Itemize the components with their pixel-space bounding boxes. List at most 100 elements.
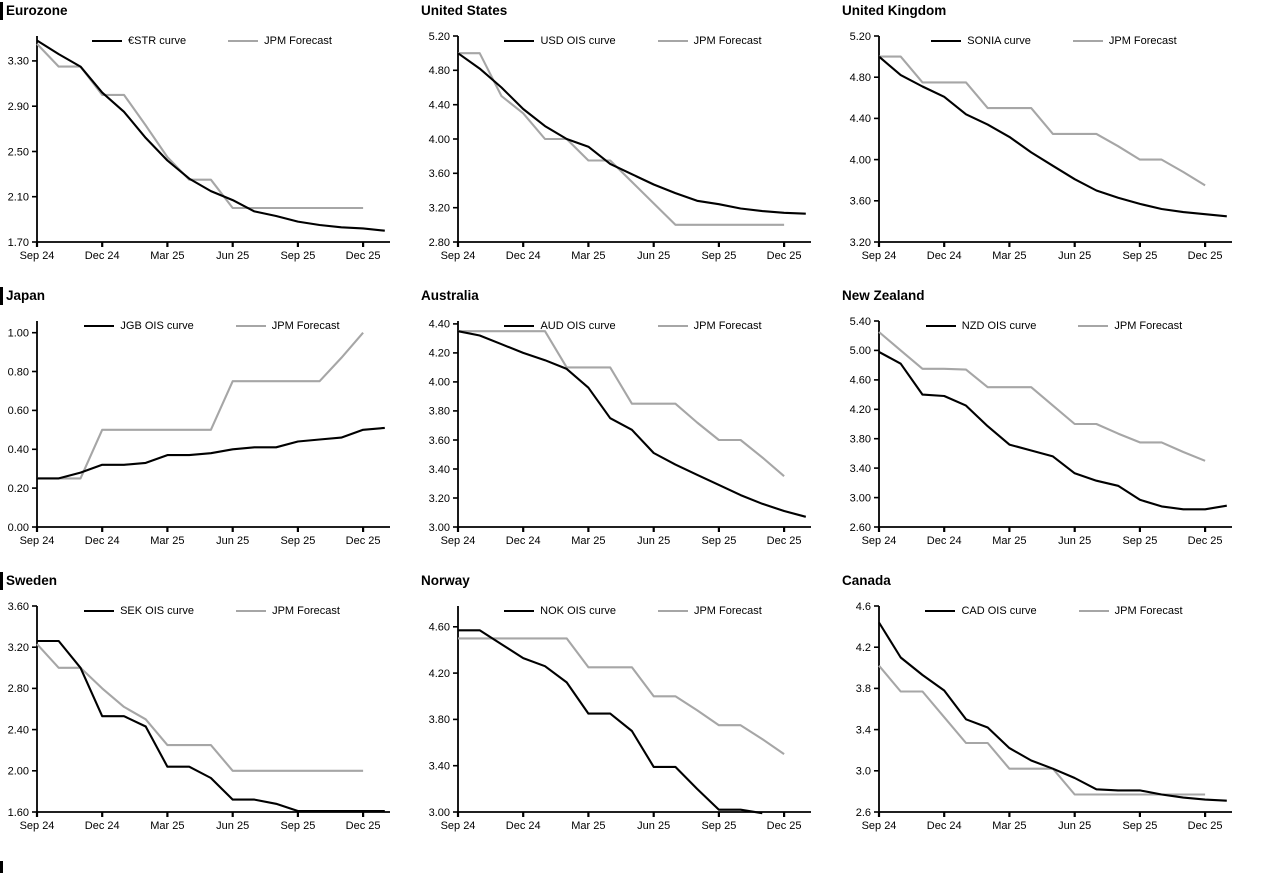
chart-panel-australia: Australia 3.00 3.20 3.40 3.60 3.80 4.00 4.20 4.… bbox=[421, 285, 842, 570]
svg-text:5.20: 5.20 bbox=[850, 31, 871, 43]
chart-title: Sweden bbox=[6, 573, 58, 588]
svg-text:Sep 24: Sep 24 bbox=[441, 535, 476, 547]
svg-text:0.80: 0.80 bbox=[8, 366, 29, 378]
chart-title: United States bbox=[421, 3, 508, 18]
svg-text:4.00: 4.00 bbox=[850, 154, 871, 166]
chart-panel-canada: Canada 2.6 3.0 3.4 3.8 4.2 4.6 Sep 24 Dec 24 Mar… bbox=[842, 570, 1264, 858]
svg-text:3.00: 3.00 bbox=[429, 807, 450, 819]
svg-text:1.70: 1.70 bbox=[8, 237, 29, 249]
svg-text:Dec 25: Dec 25 bbox=[767, 535, 802, 547]
svg-text:Dec 24: Dec 24 bbox=[927, 820, 962, 832]
svg-text:1.00: 1.00 bbox=[8, 328, 29, 340]
svg-text:3.20: 3.20 bbox=[850, 237, 871, 249]
svg-text:Dec 24: Dec 24 bbox=[506, 535, 541, 547]
panel-header: United Kingdom bbox=[842, 0, 1264, 22]
page-footer bbox=[0, 858, 1264, 873]
svg-text:Dec 24: Dec 24 bbox=[85, 250, 120, 262]
svg-text:Mar 25: Mar 25 bbox=[571, 820, 605, 832]
chart-plot-area: 2.80 3.20 3.60 4.00 4.40 4.80 5.20 Sep 24 Dec 24… bbox=[421, 22, 842, 285]
svg-text:Jun 25: Jun 25 bbox=[216, 535, 249, 547]
line-chart-svg: 3.20 3.60 4.00 4.40 4.80 5.20 Sep 24 Dec 24 Mar … bbox=[850, 31, 1232, 262]
svg-text:3.40: 3.40 bbox=[850, 463, 871, 475]
svg-text:3.40: 3.40 bbox=[429, 464, 450, 476]
chart-plot-area: 2.6 3.0 3.4 3.8 4.2 4.6 Sep 24 Dec 24 Mar 25 Jun … bbox=[842, 592, 1263, 855]
svg-text:5.20: 5.20 bbox=[429, 31, 450, 43]
svg-text:2.80: 2.80 bbox=[8, 683, 29, 695]
panel-header: United States bbox=[421, 0, 842, 22]
svg-text:4.40: 4.40 bbox=[850, 113, 871, 125]
svg-text:Jun 25: Jun 25 bbox=[1058, 250, 1091, 262]
svg-text:Jun 25: Jun 25 bbox=[1058, 820, 1091, 832]
svg-text:2.60: 2.60 bbox=[850, 522, 871, 534]
svg-text:Mar 25: Mar 25 bbox=[150, 820, 184, 832]
chart-title: United Kingdom bbox=[842, 3, 947, 18]
svg-text:Sep 25: Sep 25 bbox=[701, 820, 736, 832]
svg-text:3.20: 3.20 bbox=[429, 203, 450, 215]
svg-text:4.80: 4.80 bbox=[850, 72, 871, 84]
svg-text:Dec 24: Dec 24 bbox=[927, 535, 962, 547]
svg-text:Sep 25: Sep 25 bbox=[280, 250, 315, 262]
section-divider-bar bbox=[0, 287, 3, 305]
section-divider-bar bbox=[0, 572, 3, 590]
chart-plot-area: 2.60 3.00 3.40 3.80 4.20 4.60 5.00 5.40 Sep 24 De… bbox=[842, 307, 1263, 570]
chart-plot-area: 1.70 2.10 2.50 2.90 3.30 Sep 24 Dec 24 Mar 25 Ju… bbox=[0, 22, 421, 285]
svg-text:Sep 24: Sep 24 bbox=[20, 535, 55, 547]
svg-text:Dec 24: Dec 24 bbox=[506, 820, 541, 832]
chart-title: Norway bbox=[421, 573, 470, 588]
svg-text:Sep 24: Sep 24 bbox=[20, 250, 55, 262]
svg-text:Sep 24: Sep 24 bbox=[20, 820, 55, 832]
svg-text:Sep 25: Sep 25 bbox=[280, 820, 315, 832]
section-divider-bar bbox=[0, 861, 3, 873]
chart-panel-new-zealand: New Zealand 2.60 3.00 3.40 3.80 4.20 4.60 5.00… bbox=[842, 285, 1264, 570]
svg-text:0.60: 0.60 bbox=[8, 405, 29, 417]
chart-plot-area: 3.00 3.40 3.80 4.20 4.60 Sep 24 Dec 24 Mar 25 Ju… bbox=[421, 592, 842, 855]
svg-text:1.60: 1.60 bbox=[8, 807, 29, 819]
svg-text:Jun 25: Jun 25 bbox=[637, 250, 670, 262]
svg-text:0.20: 0.20 bbox=[8, 483, 29, 495]
svg-text:4.60: 4.60 bbox=[850, 375, 871, 387]
svg-text:3.60: 3.60 bbox=[429, 168, 450, 180]
line-chart-svg: 1.70 2.10 2.50 2.90 3.30 Sep 24 Dec 24 Mar 25 Ju… bbox=[8, 36, 390, 262]
svg-text:Mar 25: Mar 25 bbox=[571, 535, 605, 547]
svg-text:Jun 25: Jun 25 bbox=[637, 820, 670, 832]
panel-header: New Zealand bbox=[842, 285, 1264, 307]
svg-text:Dec 25: Dec 25 bbox=[346, 820, 381, 832]
chart-panel-japan: Japan 0.00 0.20 0.40 0.60 0.80 1.00 Sep 24 Dec … bbox=[0, 285, 421, 570]
svg-text:3.80: 3.80 bbox=[429, 406, 450, 418]
svg-text:Dec 24: Dec 24 bbox=[85, 535, 120, 547]
line-chart-svg: 0.00 0.20 0.40 0.60 0.80 1.00 Sep 24 Dec 24 Mar … bbox=[8, 321, 390, 547]
svg-text:Jun 25: Jun 25 bbox=[1058, 535, 1091, 547]
svg-text:Sep 24: Sep 24 bbox=[441, 820, 476, 832]
svg-text:Mar 25: Mar 25 bbox=[992, 250, 1026, 262]
line-chart-svg: 3.00 3.40 3.80 4.20 4.60 Sep 24 Dec 24 Mar 25 Ju… bbox=[429, 606, 811, 832]
svg-text:3.00: 3.00 bbox=[850, 492, 871, 504]
svg-text:Dec 24: Dec 24 bbox=[927, 250, 962, 262]
svg-text:3.0: 3.0 bbox=[856, 766, 871, 778]
svg-text:0.40: 0.40 bbox=[8, 444, 29, 456]
svg-text:3.00: 3.00 bbox=[429, 522, 450, 534]
svg-text:4.40: 4.40 bbox=[429, 319, 450, 331]
svg-text:Mar 25: Mar 25 bbox=[992, 535, 1026, 547]
svg-text:Jun 25: Jun 25 bbox=[637, 535, 670, 547]
chart-plot-area: 3.20 3.60 4.00 4.40 4.80 5.20 Sep 24 Dec 24 Mar … bbox=[842, 22, 1263, 285]
svg-text:Dec 25: Dec 25 bbox=[346, 250, 381, 262]
chart-panel-united-kingdom: United Kingdom 3.20 3.60 4.00 4.40 4.80 5.20 S… bbox=[842, 0, 1264, 285]
svg-text:4.00: 4.00 bbox=[429, 134, 450, 146]
svg-text:4.60: 4.60 bbox=[429, 622, 450, 634]
panel-header: Norway bbox=[421, 570, 842, 592]
panel-header: Sweden bbox=[0, 570, 421, 592]
svg-text:Dec 25: Dec 25 bbox=[1188, 535, 1223, 547]
svg-text:4.6: 4.6 bbox=[856, 601, 871, 613]
svg-text:3.60: 3.60 bbox=[8, 601, 29, 613]
svg-text:Sep 24: Sep 24 bbox=[862, 535, 897, 547]
svg-text:4.40: 4.40 bbox=[429, 100, 450, 112]
svg-text:3.40: 3.40 bbox=[429, 761, 450, 773]
svg-text:3.80: 3.80 bbox=[429, 714, 450, 726]
svg-text:3.20: 3.20 bbox=[8, 642, 29, 654]
svg-text:2.6: 2.6 bbox=[856, 807, 871, 819]
chart-title: Australia bbox=[421, 288, 479, 303]
svg-text:5.00: 5.00 bbox=[850, 345, 871, 357]
svg-text:5.40: 5.40 bbox=[850, 316, 871, 328]
svg-text:4.2: 4.2 bbox=[856, 642, 871, 654]
svg-text:2.50: 2.50 bbox=[8, 146, 29, 158]
